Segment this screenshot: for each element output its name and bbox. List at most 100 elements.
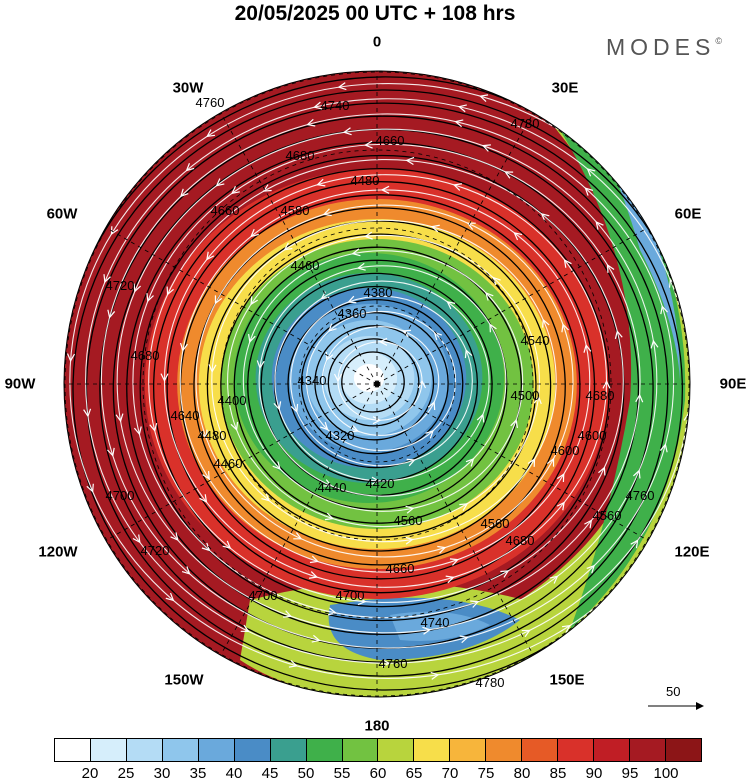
contour-label: 4740	[421, 615, 450, 630]
colorbar-cell	[630, 739, 666, 761]
lon-label-60e: 60E	[674, 205, 702, 223]
colorbar-label: 70	[441, 765, 459, 782]
streamline-arrow	[272, 461, 281, 471]
streamline-arrow	[586, 564, 596, 574]
brand-name: MODES	[606, 34, 716, 60]
streamline-arrow	[540, 213, 550, 222]
streamline-arrow	[107, 309, 116, 319]
streamline	[148, 158, 624, 604]
contour-label: 4780	[476, 675, 505, 690]
streamline-arrow	[513, 232, 523, 241]
contour-label: 4320	[326, 428, 355, 443]
streamline-arrow	[133, 426, 142, 436]
streamline-arrow	[479, 94, 489, 103]
streamline-arrow	[349, 424, 360, 433]
contour-label: 4600	[551, 443, 580, 458]
colorbar-label: 60	[369, 765, 387, 782]
streamline-arrow	[103, 274, 111, 284]
streamline-arrow	[659, 443, 668, 453]
colorbar-cell	[450, 739, 487, 761]
contour-label: 4480	[198, 428, 227, 443]
colorbar-cell	[270, 739, 307, 761]
streamline-arrow	[222, 540, 232, 549]
colorbar-cell	[486, 739, 523, 761]
streamline-arrow	[430, 224, 440, 233]
streamline-arrow	[549, 575, 559, 584]
brand-mark: ©	[715, 36, 722, 46]
streamline-arrow	[542, 318, 550, 328]
streamline-arrow	[208, 364, 217, 373]
colorbar-cell	[306, 739, 343, 761]
streamline-arrow	[406, 458, 416, 467]
streamline-arrow	[170, 532, 179, 542]
streamline-arrow	[404, 536, 414, 545]
streamline	[100, 113, 675, 649]
streamline-arrow	[433, 331, 443, 341]
contour-label: 4680	[286, 148, 315, 163]
height-contour	[126, 141, 640, 636]
height-contour	[300, 312, 449, 455]
streamline-arrow	[323, 479, 333, 487]
colorbar-label: 35	[189, 765, 207, 782]
colorbar-label: 65	[405, 765, 423, 782]
streamline-arrow	[185, 162, 195, 172]
streamline-arrow	[283, 242, 293, 251]
streamline-arrow	[445, 575, 455, 584]
lon-label-0: 0	[372, 33, 382, 51]
streamline-arrow	[602, 380, 611, 389]
streamline-arrow	[273, 401, 282, 411]
streamline	[195, 204, 574, 558]
streamline	[321, 326, 440, 436]
streamline-arrow	[200, 429, 208, 439]
streamline-arrow	[521, 629, 531, 638]
colorbar-cell	[594, 739, 630, 761]
streamline-arrow	[328, 323, 337, 333]
height-contour	[72, 89, 690, 691]
contour-label: 4560	[394, 513, 423, 528]
streamline-arrow	[459, 503, 469, 511]
colorbar-cell	[522, 739, 559, 761]
streamline-arrow	[231, 185, 240, 195]
streamline-arrow	[240, 624, 250, 633]
contour-label: 4720	[106, 278, 135, 293]
streamline-arrow	[288, 659, 298, 668]
streamline-arrow	[481, 144, 491, 152]
streamline-arrow	[199, 494, 208, 504]
streamline-arrow	[702, 401, 709, 408]
streamline-arrow	[454, 119, 464, 128]
colorbar-cell	[342, 739, 379, 761]
streamline-arrow	[160, 373, 169, 382]
lon-label-120e: 120E	[674, 543, 710, 561]
streamline-arrow	[489, 323, 497, 333]
streamline-arrow	[449, 558, 460, 566]
colorbar-label: 55	[333, 765, 351, 782]
map-title: 20/05/2025 00 UTC + 108 hrs	[234, 2, 516, 25]
contour-label: 4420	[366, 476, 395, 491]
streamline-arrow	[179, 342, 188, 352]
lon-label-120w: 120W	[38, 543, 78, 561]
streamline-arrow	[598, 466, 606, 476]
height-contour	[193, 207, 566, 566]
streamline-arrow	[311, 634, 321, 643]
contour-label: 4760	[196, 95, 225, 110]
streamline-arrow	[309, 555, 319, 564]
streamline-arrow	[149, 423, 158, 433]
streamline-arrow	[602, 160, 612, 170]
streamline-arrow	[405, 505, 415, 514]
colorbar-cell	[378, 739, 415, 761]
lon-label-180: 180	[364, 717, 390, 735]
contour-label: 4660	[211, 203, 240, 218]
streamline-arrow	[561, 624, 571, 633]
streamline-arrow	[492, 276, 501, 286]
streamline-arrow	[214, 295, 223, 305]
streamline-arrow	[146, 293, 154, 303]
contour-label: 4700	[336, 588, 365, 603]
height-contour	[99, 115, 669, 663]
streamline-arrow	[306, 118, 316, 127]
contour-label: 4360	[338, 306, 367, 321]
colorbar-cell	[198, 739, 235, 761]
streamline	[132, 143, 641, 619]
contour-label: 4500	[511, 388, 540, 403]
colorbar-label: 90	[585, 765, 603, 782]
